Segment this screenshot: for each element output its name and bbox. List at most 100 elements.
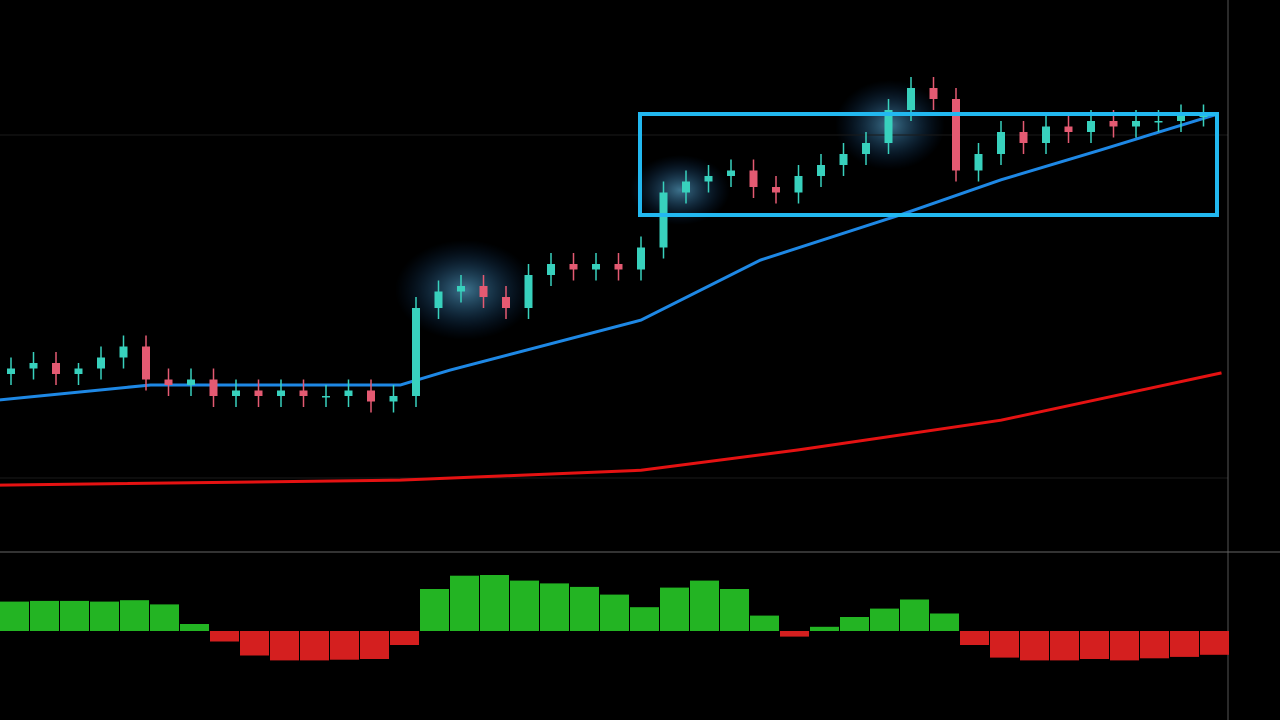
candle-body <box>97 357 105 369</box>
candle-body <box>1154 121 1163 123</box>
candle-body <box>794 176 803 193</box>
histogram-bar <box>1110 631 1139 661</box>
histogram-bar <box>150 604 179 631</box>
candle-body <box>209 379 218 396</box>
candle-body <box>254 390 263 396</box>
candle-body <box>479 286 488 297</box>
histogram-bar <box>600 594 629 631</box>
candle-body <box>457 286 465 292</box>
histogram-bar <box>1020 631 1049 661</box>
candle-body <box>749 170 758 187</box>
candle-body <box>1019 132 1028 143</box>
histogram-bar <box>750 615 779 631</box>
histogram-bar <box>990 631 1019 658</box>
histogram-bar <box>90 601 119 631</box>
candle-body <box>659 192 668 248</box>
histogram-bar <box>360 631 389 659</box>
histogram-bar <box>60 600 89 631</box>
histogram-bar <box>540 583 569 631</box>
candle-body <box>974 154 983 171</box>
candle-body <box>772 187 780 193</box>
histogram-bar <box>810 626 839 631</box>
histogram-bar <box>1170 631 1199 657</box>
histogram-bar <box>900 599 929 631</box>
candle-body <box>839 154 848 165</box>
candle-body <box>727 170 735 176</box>
candle-body <box>344 390 353 396</box>
histogram-bar <box>510 580 539 631</box>
histogram-bar <box>120 600 149 631</box>
histogram-bar <box>630 607 659 631</box>
candle-body <box>74 368 83 374</box>
candle-body <box>704 176 713 182</box>
histogram-bar <box>1140 631 1169 659</box>
histogram-bar <box>1080 631 1109 659</box>
candle-body <box>52 363 60 374</box>
candle-body <box>142 346 150 380</box>
histogram-bar <box>780 631 809 637</box>
moving-average-line <box>0 371 1222 487</box>
candle-body <box>614 264 623 270</box>
candle-body <box>322 396 330 398</box>
histogram-bar <box>240 631 269 656</box>
histogram-bar <box>210 631 239 642</box>
candle-body <box>1132 121 1140 127</box>
candle-body <box>412 308 420 396</box>
candle-body <box>119 346 128 358</box>
range-box <box>638 112 1219 217</box>
candle-body <box>907 88 915 110</box>
candle-body <box>29 363 38 369</box>
histogram-bar <box>570 586 599 631</box>
candle-body <box>997 132 1005 154</box>
candle-body <box>367 390 375 402</box>
candle-body <box>502 297 510 308</box>
moving-average-line <box>0 113 1216 402</box>
histogram-bar <box>930 613 959 631</box>
histogram-bar <box>450 575 479 631</box>
candle-body <box>164 379 173 385</box>
histogram-bar <box>960 631 989 645</box>
candle-body <box>569 264 578 270</box>
histogram-bar <box>480 575 509 631</box>
candle-body <box>547 264 555 275</box>
candle-body <box>299 390 308 396</box>
candle-body <box>1064 126 1073 132</box>
histogram-bar <box>30 600 59 631</box>
candle-body <box>232 390 240 396</box>
candle-body <box>1042 126 1050 143</box>
candle-body <box>682 181 690 193</box>
histogram-bar <box>270 631 299 661</box>
histogram-bar <box>660 587 689 631</box>
histogram-bar <box>1200 631 1229 655</box>
candle-body <box>524 275 533 308</box>
candle-body <box>277 390 285 396</box>
histogram-bar <box>690 580 719 631</box>
glow <box>630 155 730 225</box>
candle-body <box>592 264 600 270</box>
candle-body <box>1199 115 1208 117</box>
candle-body <box>1087 121 1095 132</box>
candle-body <box>7 368 15 374</box>
candle-body <box>187 379 195 385</box>
candle-body <box>389 396 398 402</box>
price-panel <box>0 77 1222 487</box>
candle-body <box>434 291 443 308</box>
histogram-bar <box>870 608 899 631</box>
candle-body <box>862 143 870 154</box>
candle-body <box>1177 115 1185 121</box>
candle-body <box>637 247 645 270</box>
candle-body <box>952 99 960 171</box>
candle-body <box>817 165 825 176</box>
histogram-bar <box>840 617 869 631</box>
histogram-bar <box>300 631 329 661</box>
histogram-bar <box>420 589 449 631</box>
histogram-bar <box>720 589 749 631</box>
candle-body <box>884 110 893 143</box>
candle-body <box>1109 121 1118 127</box>
histogram-bar <box>390 631 419 645</box>
histogram-bar <box>0 601 29 631</box>
candle-body <box>929 88 938 99</box>
histogram-bar <box>180 624 209 631</box>
